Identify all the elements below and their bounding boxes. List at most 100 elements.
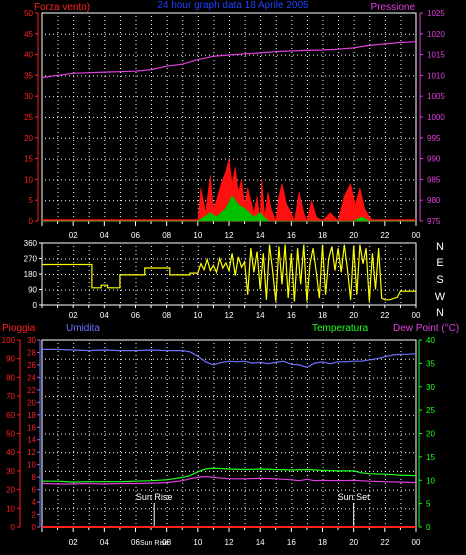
- grid-dot: [133, 377, 134, 379]
- grid-dot: [161, 137, 162, 139]
- grid-dot: [119, 419, 121, 420]
- grid-dot: [291, 208, 293, 209]
- grid-dot: [57, 96, 59, 97]
- grid-dot: [201, 33, 202, 35]
- grid-dot: [244, 423, 246, 424]
- grid-dot: [185, 489, 186, 491]
- grid-dot: [57, 180, 59, 181]
- grid-dot: [88, 152, 90, 153]
- grid-dot: [291, 40, 293, 41]
- grid-dot: [73, 511, 75, 512]
- grid-dot: [338, 411, 340, 412]
- grid-dot: [353, 399, 355, 400]
- grid-dot: [322, 294, 324, 295]
- grid-dot: [209, 54, 210, 56]
- grid-dot: [257, 452, 258, 454]
- grid-dot: [289, 117, 290, 118]
- grid-dot: [333, 33, 334, 35]
- grid-dot: [413, 54, 414, 56]
- grid-dot: [306, 204, 308, 205]
- grid-dot: [285, 414, 286, 416]
- grid-dot: [151, 507, 153, 508]
- grid-dot: [73, 179, 74, 181]
- grid-dot: [104, 415, 106, 416]
- grid-dot: [166, 290, 168, 291]
- grid-dot: [169, 377, 170, 379]
- grid-dot: [119, 160, 121, 161]
- grid-dot: [181, 289, 182, 291]
- time-tick-label: 12: [225, 538, 234, 547]
- humidity-axis-tick-label: 14: [27, 436, 36, 445]
- grid-dot: [244, 391, 246, 392]
- chart-title: 24 hour graph data 18 Aprile 2005: [157, 0, 309, 11]
- grid-dot: [166, 212, 168, 213]
- grid-dot: [161, 33, 162, 35]
- grid-dot: [104, 204, 106, 205]
- grid-dot: [325, 200, 326, 202]
- grid-dot: [205, 33, 206, 35]
- grid-dot: [135, 294, 137, 295]
- grid-dot: [397, 396, 398, 398]
- grid-dot: [151, 124, 153, 125]
- grid-dot: [357, 117, 358, 118]
- time-tick-label: 18: [318, 538, 327, 547]
- grid-dot: [341, 508, 342, 510]
- grid-dot: [269, 508, 270, 510]
- grid-dot: [104, 395, 106, 396]
- time-tick-label: 14: [256, 311, 265, 320]
- grid-dot: [57, 515, 59, 516]
- grid-dot: [306, 250, 308, 251]
- grid-dot: [309, 470, 310, 472]
- grid-dot: [151, 371, 153, 372]
- grid-dot: [229, 80, 230, 81]
- grid-dot: [129, 489, 130, 491]
- grid-dot: [209, 433, 210, 435]
- grid-dot: [73, 172, 75, 173]
- grid-dot: [57, 160, 59, 161]
- grid-dot: [253, 33, 254, 35]
- grid-dot: [53, 396, 54, 398]
- grid-dot: [113, 489, 114, 491]
- humidity-axis-tick-label: 22: [27, 386, 36, 395]
- grid-dot: [121, 158, 122, 160]
- grid-dot: [353, 76, 355, 77]
- grid-dot: [182, 104, 184, 105]
- grid-dot: [53, 377, 54, 379]
- grid-dot: [65, 414, 66, 416]
- grid-dot: [193, 274, 194, 275]
- grid-dot: [384, 196, 386, 197]
- grid-dot: [113, 433, 114, 435]
- grid-dot: [265, 200, 266, 202]
- grid-dot: [369, 407, 371, 408]
- grid-dot: [369, 383, 371, 384]
- grid-dot: [133, 158, 134, 160]
- grid-dot: [353, 278, 355, 279]
- grid-dot: [369, 33, 370, 35]
- grid-dot: [182, 262, 184, 263]
- grid-dot: [369, 44, 371, 45]
- grid-dot: [400, 144, 402, 145]
- grid-dot: [119, 294, 121, 295]
- grid-dot: [181, 489, 182, 491]
- grid-dot: [57, 467, 59, 468]
- grid-dot: [57, 358, 58, 360]
- grid-dot: [173, 289, 174, 291]
- grid-dot: [181, 508, 182, 510]
- grid-dot: [369, 483, 371, 484]
- grid-dot: [229, 156, 230, 157]
- grid-dot: [338, 68, 340, 69]
- grid-dot: [384, 355, 386, 356]
- wind-pressure-grid: [45, 16, 414, 221]
- grid-dot: [213, 16, 215, 17]
- grid-dot: [135, 208, 137, 209]
- grid-dot: [197, 452, 198, 454]
- grid-dot: [129, 396, 130, 398]
- grid-dot: [337, 274, 338, 275]
- grid-dot: [217, 96, 218, 98]
- grid-dot: [135, 204, 137, 205]
- grid-dot: [241, 33, 242, 35]
- grid-dot: [57, 443, 59, 444]
- grid-dot: [119, 447, 121, 448]
